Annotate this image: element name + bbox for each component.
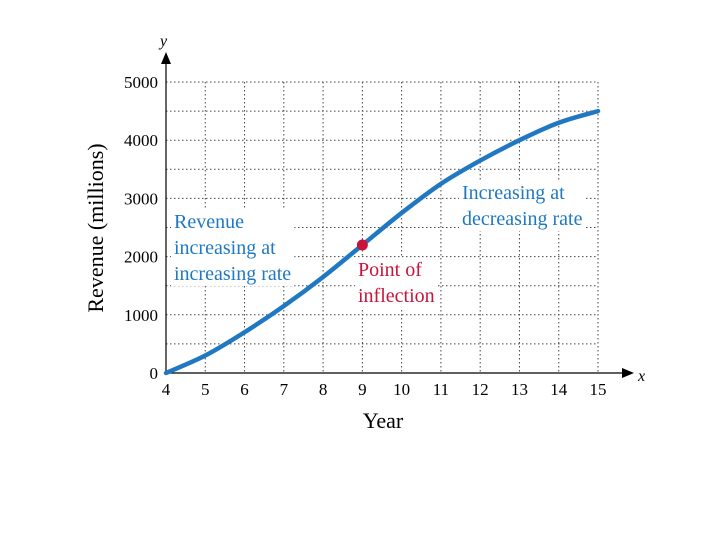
x-tick-label: 13 [511,380,528,399]
y-axis-label: Revenue (millions) [83,143,108,312]
axes: x y [158,33,645,385]
annotation-point: Point of inflection [355,258,438,308]
x-tick-label: 8 [319,380,328,399]
annotation-background [171,210,295,286]
x-tick-label: 12 [472,380,489,399]
x-tick-label: 15 [590,380,607,399]
y-tick-label: 2000 [124,248,158,267]
x-axis-arrow [622,368,634,378]
y-axis-symbol: y [158,33,168,50]
annotation-text: Point of inflection [358,259,435,307]
x-tick-label: 5 [201,380,210,399]
annotation-line: Increasing at [462,182,565,204]
x-tick-label: 11 [433,380,449,399]
x-tick-labels: 4 5 6 7 8 9 10 11 12 13 14 15 [162,380,607,399]
revenue-curve [163,108,601,376]
y-tick-labels: 0 1000 2000 3000 4000 5000 [124,73,158,383]
y-tick-label: 1000 [124,306,158,325]
annotation-line: Point of [358,259,422,281]
y-tick-label: 0 [150,364,159,383]
annotation-background [459,181,586,231]
x-tick-label: 14 [550,380,568,399]
y-tick-label: 5000 [124,73,158,92]
y-axis-arrow [161,52,171,64]
annotation-left: Revenue increasing at increasing rate [171,210,295,286]
x-tick-label: 4 [162,380,171,399]
annotation-right: Increasing at decreasing rate [459,181,586,231]
y-tick-label: 4000 [124,131,158,150]
inflection-point-marker [356,239,368,251]
x-axis-label: Year [363,408,404,433]
annotation-line: Revenue [174,211,244,233]
x-tick-label: 7 [280,380,289,399]
annotations: Revenue increasing at increasing rate Incre… [171,181,586,308]
annotation-line: decreasing rate [462,208,583,230]
x-tick-label: 9 [358,380,367,399]
annotation-text: Revenue increasing at increasing rate [174,211,291,285]
x-tick-label: 10 [393,380,410,399]
annotation-text: Increasing at decreasing rate [462,182,583,230]
annotation-line: inflection [358,285,435,307]
annotation-background [355,258,438,308]
x-tick-label: 6 [240,380,249,399]
annotation-line: increasing rate [174,263,291,285]
y-tick-label: 3000 [124,189,158,208]
annotation-line: increasing at [174,237,276,259]
x-axis-symbol: x [637,368,645,385]
